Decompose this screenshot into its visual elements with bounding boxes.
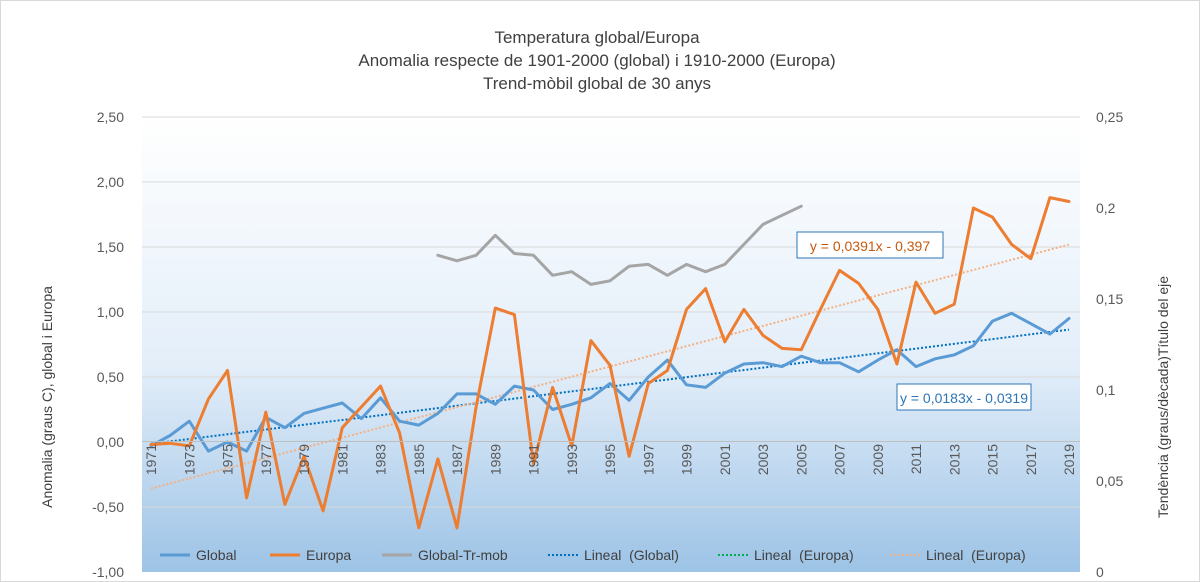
y2-axis-ticks: 0 0,05 0,1 0,15 0,2 0,25: [1096, 109, 1123, 580]
x-tick-label: 2005: [793, 444, 809, 475]
legend-item-lineal-europa-orange: Lineal (Europa): [890, 547, 1026, 563]
x-tick-label: 2011: [908, 444, 924, 474]
legend-label-europa: Europa: [306, 547, 351, 563]
europa-trend-equation: y = 0,0391x - 0,397: [810, 238, 930, 254]
legend-item-europa: Europa: [270, 547, 351, 563]
x-tick-label: 1975: [220, 444, 236, 475]
y-tick-label: 1,50: [97, 239, 124, 255]
legend: Global Europa Global-Tr-mob Lineal (Glob…: [160, 547, 1026, 563]
y2-tick-label: 0,05: [1096, 473, 1123, 489]
legend-label-lineal-europa-orange: Lineal (Europa): [926, 547, 1026, 563]
legend-label-lineal-europa-green: Lineal (Europa): [754, 547, 854, 563]
y-tick-label: 2,00: [97, 174, 124, 190]
y2-tick-label: 0,25: [1096, 109, 1123, 125]
global-trend-equation-box: y = 0,0183x - 0,0319: [896, 383, 1032, 411]
x-tick-label: 1999: [679, 444, 695, 475]
y-axis-label: Anomalia (graus C), global i Europa: [39, 286, 55, 508]
x-tick-label: 1997: [640, 444, 656, 475]
x-tick-label: 1973: [181, 444, 197, 475]
y2-tick-label: 0,1: [1096, 382, 1116, 398]
legend-item-lineal-europa-green: Lineal (Europa): [718, 547, 854, 563]
x-tick-label: 1981: [334, 444, 350, 475]
series-line-global-tr-mob: [436, 204, 803, 286]
x-tick-label: 2013: [946, 444, 962, 475]
y2-tick-label: 0,15: [1096, 291, 1123, 307]
y-tick-label: 0,50: [97, 369, 124, 385]
gridlines: [142, 116, 1080, 508]
x-tick-label: 2019: [1061, 444, 1077, 475]
y2-tick-label: 0: [1096, 564, 1104, 580]
y-axis-ticks: -1,00 -0,50 0,00 0,50 1,00 1,50 2,00 2,50: [92, 109, 124, 580]
y-tick-label: 1,00: [97, 304, 124, 320]
chart-subtitle-2: Trend-mòbil global de 30 anys: [483, 74, 711, 93]
y2-axis-label: Tendència (graus/dècada)Título del eje: [1155, 276, 1171, 518]
plot-area: [142, 117, 1080, 572]
x-axis-ticks: 1971 1973 1975 1977 1979 1981 1983 1985 1987 1989…: [143, 444, 1077, 475]
x-tick-label: 1971: [143, 444, 159, 475]
europa-trend-equation-box: y = 0,0391x - 0,397: [796, 231, 944, 259]
legend-label-global-tr-mob: Global-Tr-mob: [418, 547, 508, 563]
legend-item-lineal-global: Lineal (Global): [548, 547, 679, 563]
chart-title: Temperatura global/Europa: [494, 28, 700, 47]
x-tick-label: 2009: [870, 444, 886, 475]
legend-label-global: Global: [196, 547, 236, 563]
series-line-europa: [149, 196, 1071, 530]
y-tick-label: -0,50: [92, 499, 124, 515]
series-line-global: [149, 311, 1071, 453]
x-tick-label: 2007: [832, 444, 848, 475]
global-trend-equation: y = 0,0183x - 0,0319: [900, 390, 1028, 406]
x-tick-label: 1979: [296, 444, 312, 475]
series-lines: [149, 196, 1071, 530]
x-tick-label: 1995: [602, 444, 618, 475]
x-tick-label: 2001: [717, 444, 733, 475]
x-tick-label: 1983: [373, 444, 389, 475]
x-tick-label: 1993: [564, 444, 580, 475]
x-tick-label: 1985: [411, 444, 427, 475]
x-tick-label: 2017: [1023, 444, 1039, 475]
legend-label-lineal-global: Lineal (Global): [584, 547, 679, 563]
x-tick-label: 1991: [526, 444, 542, 475]
x-tick-label: 1989: [487, 444, 503, 475]
y-tick-label: 2,50: [97, 109, 124, 125]
y-tick-label: -1,00: [92, 564, 124, 580]
x-tick-label: 2003: [755, 444, 771, 475]
y-tick-label: 0,00: [97, 434, 124, 450]
y2-tick-label: 0,2: [1096, 200, 1116, 216]
x-tick-label: 2015: [985, 444, 1001, 475]
chart-subtitle: Anomalia respecte de 1901-2000 (global) …: [358, 51, 835, 70]
legend-item-global: Global: [160, 547, 236, 563]
x-tick-label: 1987: [449, 444, 465, 475]
x-tick-label: 1977: [258, 444, 274, 475]
legend-item-global-tr-mob: Global-Tr-mob: [382, 547, 508, 563]
